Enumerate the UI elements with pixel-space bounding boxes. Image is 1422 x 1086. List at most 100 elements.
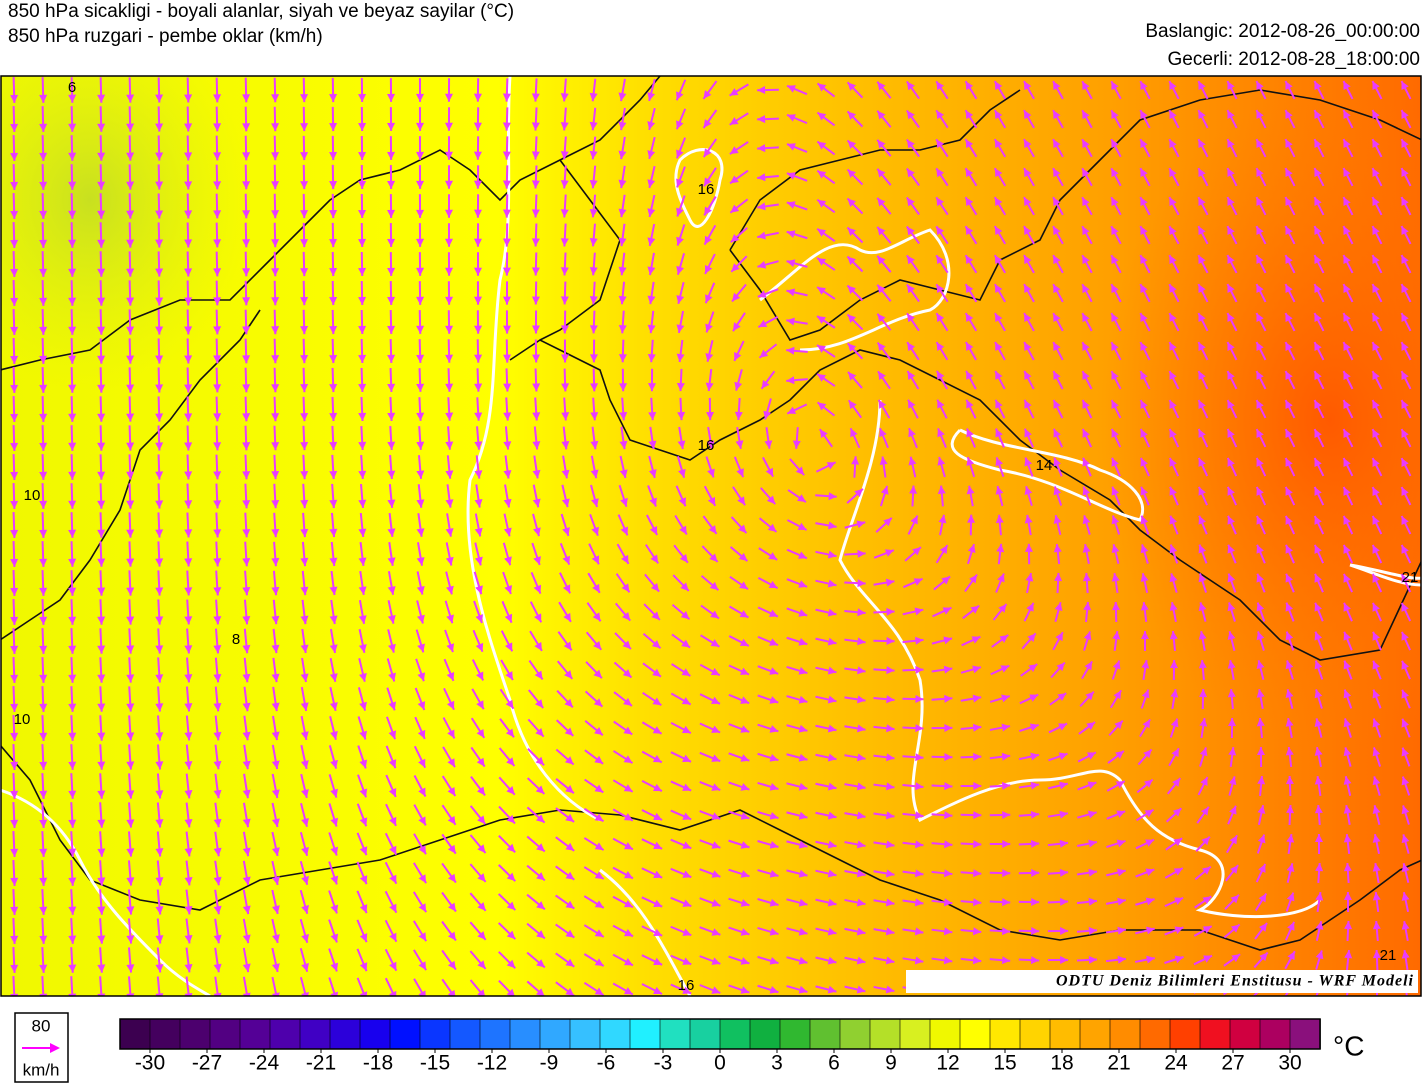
- wind-arrow-head: [39, 471, 48, 480]
- title-line-2: 850 hPa ruzgari - pembe oklar (km/h): [8, 26, 323, 47]
- wind-arrow-head: [1256, 486, 1264, 496]
- wind-arrow-head: [1257, 834, 1266, 844]
- colorbar-tick-label: -30: [135, 1052, 165, 1075]
- wind-arrow-head: [503, 383, 512, 392]
- wind-arrow-head: [10, 616, 19, 625]
- wind-arrow-head: [68, 906, 77, 915]
- wind-arrow-head: [416, 412, 425, 421]
- wind-arrow-head: [704, 206, 712, 216]
- wind-arrow-head: [39, 877, 48, 886]
- wind-arrow-head: [1372, 718, 1381, 728]
- wind-arrow-head: [389, 903, 397, 913]
- wind-arrow-head: [914, 869, 924, 878]
- wind-arrow-head: [358, 180, 367, 190]
- wind-arrow-head: [444, 151, 453, 160]
- wind-arrow-head: [1001, 781, 1011, 790]
- wind-arrow-head: [856, 811, 866, 820]
- wind-arrow-head: [446, 643, 455, 653]
- wind-arrow-head: [213, 876, 222, 886]
- wind-arrow-head: [943, 927, 953, 936]
- wind-arrow-head: [242, 731, 251, 741]
- wind-arrow-head: [272, 963, 280, 972]
- wind-arrow-head: [1111, 428, 1119, 438]
- wind-arrow-head: [155, 152, 164, 161]
- colorbar-tick-label: -9: [540, 1052, 559, 1075]
- wind-arrow-head: [1199, 747, 1208, 757]
- wind-arrow-head: [1314, 747, 1323, 756]
- wind-arrow-head: [184, 123, 193, 132]
- wind-arrow-head: [564, 756, 574, 765]
- wind-arrow-head: [506, 872, 516, 882]
- wind-arrow-head: [1082, 81, 1090, 91]
- wind-arrow-head: [502, 93, 511, 102]
- wind-arrow-head: [271, 528, 280, 538]
- wind-arrow-head: [271, 731, 280, 741]
- wind-arrow-head: [10, 877, 19, 886]
- wind-arrow-head: [1286, 805, 1295, 814]
- wind-arrow-head: [184, 239, 193, 248]
- wind-arrow-head: [1230, 924, 1240, 933]
- wind-arrow-head: [594, 755, 604, 764]
- wind-arrow-head: [1372, 168, 1380, 178]
- wind-arrow-head: [705, 294, 713, 304]
- wind-arrow-head: [358, 586, 367, 595]
- wind-arrow-head: [358, 296, 367, 306]
- wind-arrow-head: [994, 313, 1003, 323]
- wind-arrow-head: [565, 871, 575, 880]
- wind-arrow-head: [242, 94, 251, 103]
- wind-arrow-head: [213, 645, 222, 654]
- wind-arrow-head: [1256, 342, 1264, 352]
- wind-arrow-head: [10, 848, 19, 857]
- wind-arrow-head: [826, 462, 836, 470]
- wind-arrow-head: [213, 500, 222, 509]
- wind-arrow-head: [1343, 371, 1351, 381]
- wind-arrow-head: [387, 586, 396, 595]
- wind-arrow-head: [1087, 810, 1097, 819]
- wind-arrow-head: [531, 267, 540, 276]
- wind-arrow-head: [1059, 897, 1069, 906]
- wind-arrow-head: [995, 399, 1003, 409]
- wind-arrow-head: [1053, 543, 1062, 553]
- wind-arrow-head: [593, 698, 603, 707]
- wind-arrow-head: [301, 875, 309, 885]
- wind-arrow-head: [1314, 805, 1323, 814]
- wind-arrow-head: [592, 583, 600, 593]
- wind-arrow-head: [739, 581, 749, 590]
- wind-arrow-head: [798, 695, 808, 704]
- wind-arrow-head: [618, 179, 627, 189]
- wind-arrow-head: [418, 903, 427, 913]
- wind-arrow-head: [68, 558, 77, 567]
- wind-arrow-head: [682, 812, 692, 820]
- wind-arrow-head: [914, 956, 924, 965]
- wind-arrow-head: [1401, 863, 1410, 873]
- isotherms: [1, 76, 1421, 996]
- wind-arrow-head: [1171, 748, 1179, 758]
- wind-arrow-head: [705, 323, 713, 333]
- wind-arrow-head: [477, 931, 486, 940]
- wind-arrow-head: [798, 840, 808, 849]
- wind-arrow-head: [649, 526, 658, 535]
- wind-arrow-head: [1053, 313, 1061, 323]
- wind-arrow-head: [358, 325, 367, 335]
- wind-arrow-head: [1314, 313, 1322, 323]
- wind-arrow-head: [590, 412, 599, 421]
- wind-arrow-head: [1314, 110, 1322, 120]
- wind-arrow-head: [387, 296, 396, 305]
- wind-arrow-head: [10, 645, 19, 654]
- wind-arrow-head: [1286, 892, 1295, 902]
- wind-arrow-head: [358, 615, 367, 624]
- wind-arrow-head: [1088, 926, 1097, 935]
- wind-arrow-head: [1198, 110, 1206, 120]
- wind-arrow-head: [445, 556, 454, 566]
- wind-arrow-head: [271, 384, 280, 393]
- wind-arrow-head: [359, 933, 368, 943]
- wind-arrow-head: [300, 644, 309, 654]
- wind-arrow-head: [359, 904, 368, 914]
- wind-arrow-head: [447, 758, 455, 768]
- wind-arrow-head: [944, 782, 953, 791]
- wind-arrow-head: [1314, 776, 1323, 785]
- wind-arrow-head: [416, 238, 425, 247]
- wind-arrow-head: [10, 761, 19, 770]
- wind-arrow-head: [995, 428, 1003, 438]
